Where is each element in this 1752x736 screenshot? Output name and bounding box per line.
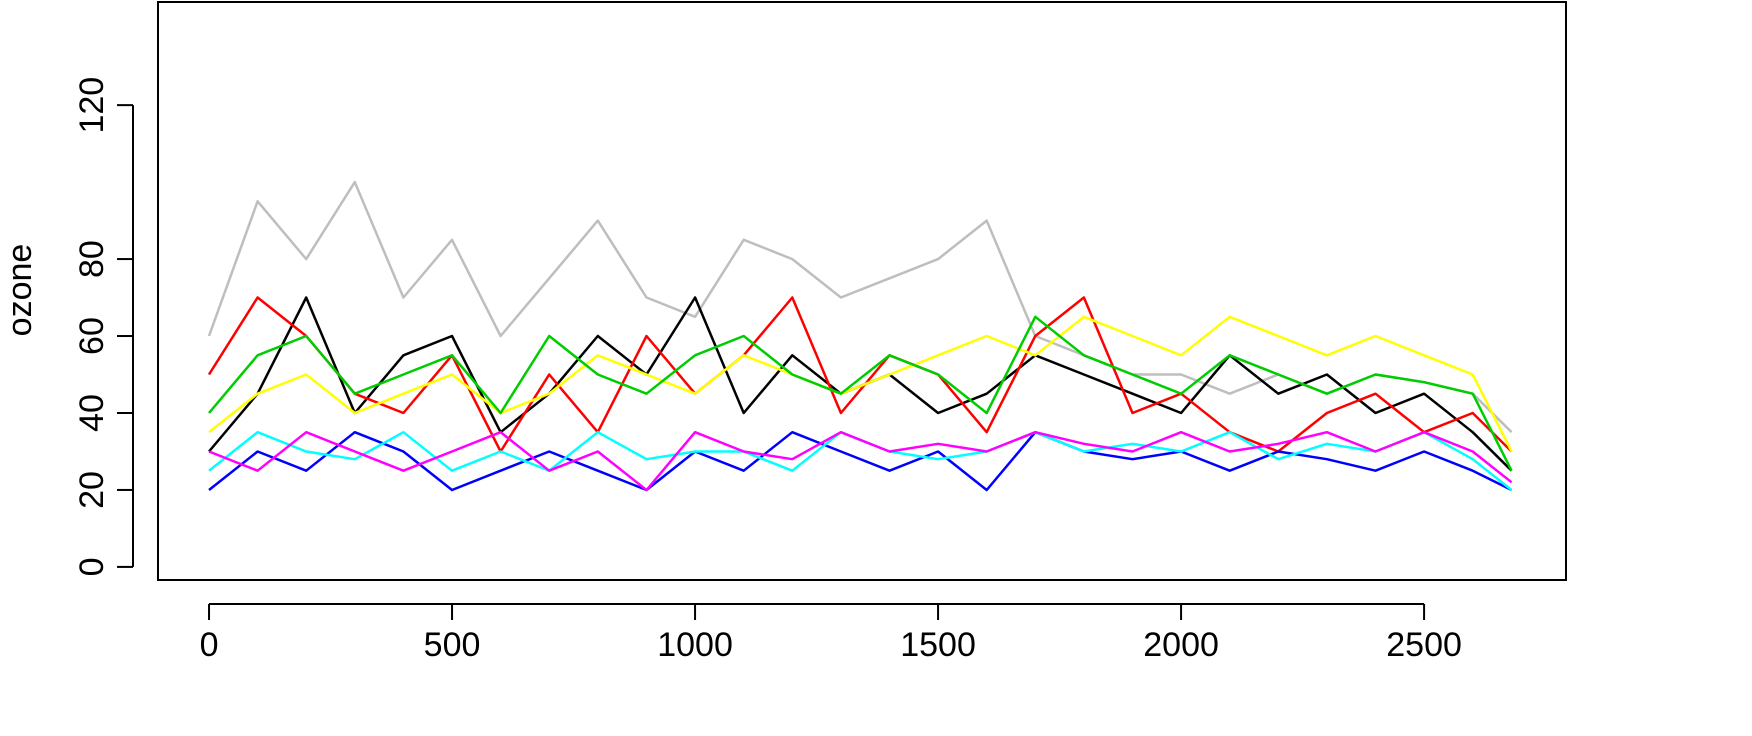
x-tick-label: 1000 — [657, 626, 733, 664]
y-tick-label: 60 — [73, 317, 111, 355]
y-tick-label: 80 — [73, 240, 111, 278]
y-tick-label: 0 — [73, 557, 111, 576]
series-line — [208, 430, 1513, 492]
y-tick-label: 20 — [73, 471, 111, 509]
x-tick-label: 2500 — [1386, 626, 1462, 664]
series-line — [208, 315, 1513, 453]
series-line — [207, 180, 1513, 434]
x-tick-label: 0 — [200, 626, 219, 664]
y-tick-label: 120 — [73, 77, 111, 134]
x-tick-label: 500 — [424, 626, 481, 664]
plot-frame — [157, 1, 1567, 581]
series-line — [208, 430, 1513, 492]
series-line — [208, 296, 1513, 472]
series-line — [208, 315, 1513, 472]
y-tick-label: 40 — [73, 394, 111, 432]
x-tick-label: 2000 — [1143, 626, 1219, 664]
y-axis-label: ozone — [1, 244, 39, 337]
x-tick-label: 1500 — [900, 626, 976, 664]
